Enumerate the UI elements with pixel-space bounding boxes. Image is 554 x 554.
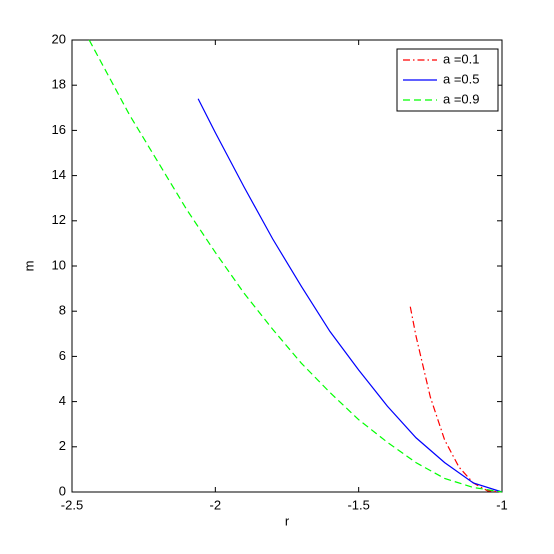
y-tick-label: 18 xyxy=(52,77,66,92)
y-tick-label: 8 xyxy=(59,303,66,318)
line-series xyxy=(197,98,503,493)
x-tick-label: -1 xyxy=(496,497,508,512)
legend-label: a =0.5 xyxy=(443,71,480,86)
x-tick-label: -1.5 xyxy=(347,497,369,512)
x-axis-label: r xyxy=(285,513,290,528)
y-tick-label: 4 xyxy=(59,393,66,408)
legend-label: a =0.1 xyxy=(443,51,480,66)
x-tick-label: -2 xyxy=(210,497,222,512)
legend-label: a =0.9 xyxy=(443,91,480,106)
y-tick-label: 6 xyxy=(59,348,66,363)
line-series xyxy=(409,306,503,493)
line-series xyxy=(88,39,503,493)
y-tick-label: 12 xyxy=(52,212,66,227)
y-tick-label: 16 xyxy=(52,122,66,137)
y-tick-label: 20 xyxy=(52,31,66,46)
x-tick-label: -2.5 xyxy=(61,497,83,512)
y-tick-label: 0 xyxy=(59,483,66,498)
y-tick-label: 14 xyxy=(52,167,66,182)
y-axis-label: m xyxy=(21,261,36,272)
y-tick-label: 2 xyxy=(59,438,66,453)
y-tick-label: 10 xyxy=(52,257,66,272)
